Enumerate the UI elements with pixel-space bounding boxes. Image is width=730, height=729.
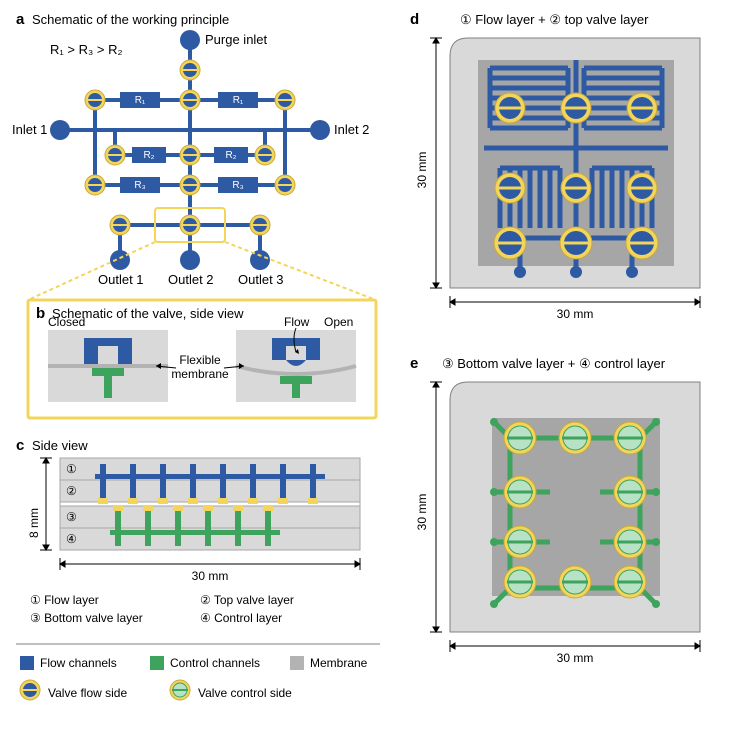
panel-e-dim-v: 30 mm — [415, 494, 429, 531]
layer3-num: ③ — [66, 510, 77, 524]
closed-label: Closed — [48, 315, 85, 329]
outlet3-label: Outlet 3 — [238, 272, 284, 287]
layer2-name: ② Top valve layer — [200, 593, 294, 607]
panel-a-letter: a — [16, 11, 25, 28]
layer1-name: ① Flow layer — [30, 593, 99, 607]
inlet2-port — [310, 120, 330, 140]
panel-d-dim-h: 30 mm — [557, 307, 594, 321]
layer3-name: ③ Bottom valve layer — [30, 611, 143, 625]
panel-d-chip — [450, 38, 700, 288]
panel-c-title: Side view — [32, 438, 88, 453]
r2-label-l: R₂ — [143, 150, 154, 161]
r1-label-l: R₁ — [135, 95, 146, 106]
legend-membrane: Membrane — [310, 656, 368, 670]
outlet1-port — [110, 250, 130, 270]
legend: Flow channels Control channels Membrane … — [16, 644, 380, 700]
panel-e-chip — [450, 382, 700, 632]
layer4-num: ④ — [66, 532, 77, 546]
open-label: Open — [324, 315, 353, 329]
panel-a-title: Schematic of the working principle — [32, 12, 229, 27]
inlet2-label: Inlet 2 — [334, 122, 369, 137]
legend-flow-channels: Flow channels — [40, 656, 117, 670]
panel-a-schematic: R₁ R₁ R₂ R₂ R₃ R₃ — [12, 30, 376, 300]
outlet2-label: Outlet 2 — [168, 272, 214, 287]
panel-c-height: 8 mm — [27, 508, 41, 538]
r1-label-r: R₁ — [233, 95, 244, 106]
legend-valve-control: Valve control side — [198, 686, 292, 700]
panel-c: c Side view ① ② ③ ④ — [16, 437, 360, 625]
panel-b-letter: b — [36, 305, 45, 322]
legend-valve-flow: Valve flow side — [48, 686, 127, 700]
purge-inlet-label: Purge inlet — [205, 32, 268, 47]
panel-d-title: ① Flow layer + ② top valve layer — [460, 12, 649, 27]
layer1-num: ① — [66, 462, 77, 476]
flex-membrane-label1: Flexible — [179, 353, 221, 367]
r3-label-r: R₃ — [232, 180, 243, 191]
flex-membrane-label2: membrane — [171, 367, 229, 381]
r2-label-r: R₂ — [225, 150, 236, 161]
panel-c-width: 30 mm — [192, 569, 229, 583]
panel-a-relation: R₁ > R₃ > R₂ — [50, 42, 123, 57]
panel-b: b Schematic of the valve, side view Clos… — [28, 300, 376, 418]
flow-label: Flow — [284, 315, 310, 329]
right-column-svg: d ① Flow layer + ② top valve layer — [400, 0, 730, 729]
outlet1-label: Outlet 1 — [98, 272, 144, 287]
inlet1-port — [50, 120, 70, 140]
panel-d-letter: d — [410, 11, 419, 28]
legend-control-channels: Control channels — [170, 656, 260, 670]
layer2-num: ② — [66, 484, 77, 498]
left-column-svg: a Schematic of the working principle R₁ … — [0, 0, 400, 729]
panel-d-dim-v: 30 mm — [415, 152, 429, 189]
inlet1-label: Inlet 1 — [12, 122, 47, 137]
figure-root: a Schematic of the working principle R₁ … — [0, 0, 730, 729]
panel-e-dim-h: 30 mm — [557, 651, 594, 665]
panel-e-letter: e — [410, 355, 418, 372]
panel-d-valves — [494, 93, 658, 259]
outlet2-port — [180, 250, 200, 270]
panel-e-title: ③ Bottom valve layer + ④ control layer — [442, 356, 666, 371]
purge-inlet-port — [180, 30, 200, 50]
panel-c-letter: c — [16, 437, 24, 454]
r3-label-l: R₃ — [134, 180, 145, 191]
layer4-name: ④ Control layer — [200, 611, 282, 625]
